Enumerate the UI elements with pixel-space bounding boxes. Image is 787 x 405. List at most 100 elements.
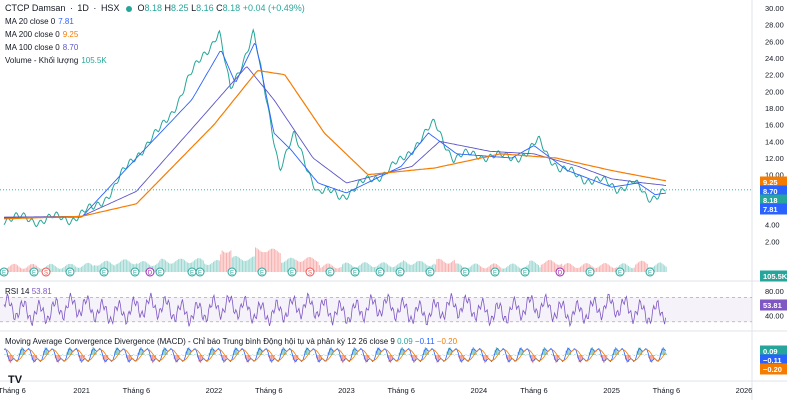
y-tick-label: 22.00 — [765, 71, 784, 80]
volume-bar — [58, 268, 59, 272]
volume-bar — [547, 261, 548, 272]
macd-histogram-bar — [587, 355, 588, 356]
event-marker-letter: E — [190, 271, 194, 277]
volume-bar — [605, 263, 606, 272]
rsi-label: RSI 14 — [5, 287, 29, 296]
volume-bar — [127, 260, 128, 272]
volume-bar — [345, 263, 346, 272]
volume-bar — [516, 266, 517, 272]
volume-bar — [471, 265, 472, 272]
x-tick-label: Tháng 6 — [653, 386, 681, 395]
volume-bar — [476, 263, 477, 272]
macd-histogram-bar — [84, 355, 85, 357]
volume-bar — [419, 261, 420, 272]
volume-bar — [19, 267, 20, 272]
macd-histogram-bar — [515, 355, 516, 356]
macd-histogram-bar — [93, 347, 94, 355]
event-marker-letter: E — [32, 271, 36, 277]
volume-bar — [26, 268, 27, 272]
macd-badge: −0.20 — [763, 365, 782, 374]
volume-bar — [532, 261, 533, 272]
price-badges: 9.258.708.187.81105.5K53.810.09−0.11−0.2… — [760, 177, 787, 375]
volume-bar — [303, 261, 304, 272]
macd-histogram-bar — [69, 347, 70, 355]
macd-panel: 0.00−2.00 — [4, 347, 784, 373]
volume-bar — [325, 265, 326, 272]
macd-histogram-bar — [586, 355, 587, 356]
volume-bar — [628, 266, 629, 272]
volume-bar — [336, 268, 337, 272]
macd-histogram-bar — [457, 354, 458, 355]
volume-bar — [362, 263, 363, 272]
macd-histogram-bar — [603, 355, 604, 363]
macd-label: Moving Average Convergence Divergence (M… — [5, 337, 395, 346]
volume-bar — [637, 263, 638, 272]
ma20-line — [4, 44, 666, 218]
volume-bar — [216, 260, 217, 272]
macd-histogram-bar — [164, 347, 165, 355]
macd-legend[interactable]: Moving Average Convergence Divergence (M… — [5, 337, 457, 346]
event-marker-letter: D — [558, 271, 563, 277]
y-tick-label: 26.00 — [765, 37, 784, 46]
macd-histogram-bar — [100, 354, 101, 355]
macd-histogram-bar — [132, 355, 133, 356]
macd-histogram-bar — [338, 354, 339, 355]
macd-histogram-bar — [120, 354, 121, 355]
macd-histogram-bar — [5, 354, 6, 355]
x-tick-label: 2022 — [206, 386, 223, 395]
volume-bar — [8, 267, 9, 272]
volume-bar — [270, 249, 271, 272]
y-tick-label: 18.00 — [765, 104, 784, 113]
macd-histogram-bar — [409, 354, 410, 355]
volume-bar — [361, 264, 362, 272]
macd-histogram-bar — [666, 353, 667, 355]
macd-histogram-bar — [52, 354, 53, 355]
interval-label[interactable]: 1D — [77, 3, 89, 13]
volume-bar — [94, 265, 95, 272]
y-tick-label: 28.00 — [765, 21, 784, 30]
volume-bar — [322, 267, 323, 272]
macd-histogram-bar — [322, 355, 323, 356]
macd-histogram-bar — [123, 354, 124, 355]
volume-bar — [142, 261, 143, 272]
volume-bar — [583, 264, 584, 272]
volume-bar — [529, 261, 530, 272]
volume-bar — [410, 265, 411, 272]
separator-dot: · — [70, 3, 73, 13]
event-marker-letter: E — [230, 271, 234, 277]
rsi-legend[interactable]: RSI 14 53.81 — [5, 287, 52, 296]
macd-histogram-bar — [480, 354, 481, 355]
macd-value-2: −0.11 — [415, 337, 435, 346]
volume-bar — [251, 258, 252, 272]
symbol-header: CTCP Damsan · 1D · HSX O8.18 H8.25 L8.16… — [5, 3, 305, 13]
macd-histogram-bar — [544, 347, 545, 355]
macd-histogram-bar — [574, 354, 575, 355]
symbol-name[interactable]: CTCP Damsan — [5, 3, 65, 13]
macd-histogram-bar — [111, 355, 112, 356]
macd-histogram-bar — [611, 355, 612, 356]
volume-bar — [515, 264, 516, 272]
volume-bar — [566, 264, 567, 272]
volume-bar — [568, 263, 569, 272]
indicator-value: 105.5K — [81, 56, 106, 65]
volume-bar — [272, 249, 273, 272]
macd-histogram-bar — [230, 355, 231, 356]
volume-bar — [580, 267, 581, 272]
event-marker-letter: S — [44, 271, 48, 277]
volume-bar — [570, 264, 571, 272]
event-marker-letter: E — [353, 271, 357, 277]
volume-bar — [29, 265, 30, 272]
volume-bar — [213, 262, 214, 272]
volume-bar — [182, 259, 183, 272]
volume-bar — [552, 261, 553, 272]
event-marker-letter: E — [588, 271, 592, 277]
volume-bar — [390, 267, 391, 272]
macd-histogram-bar — [77, 354, 78, 355]
volume-bar — [393, 267, 394, 272]
